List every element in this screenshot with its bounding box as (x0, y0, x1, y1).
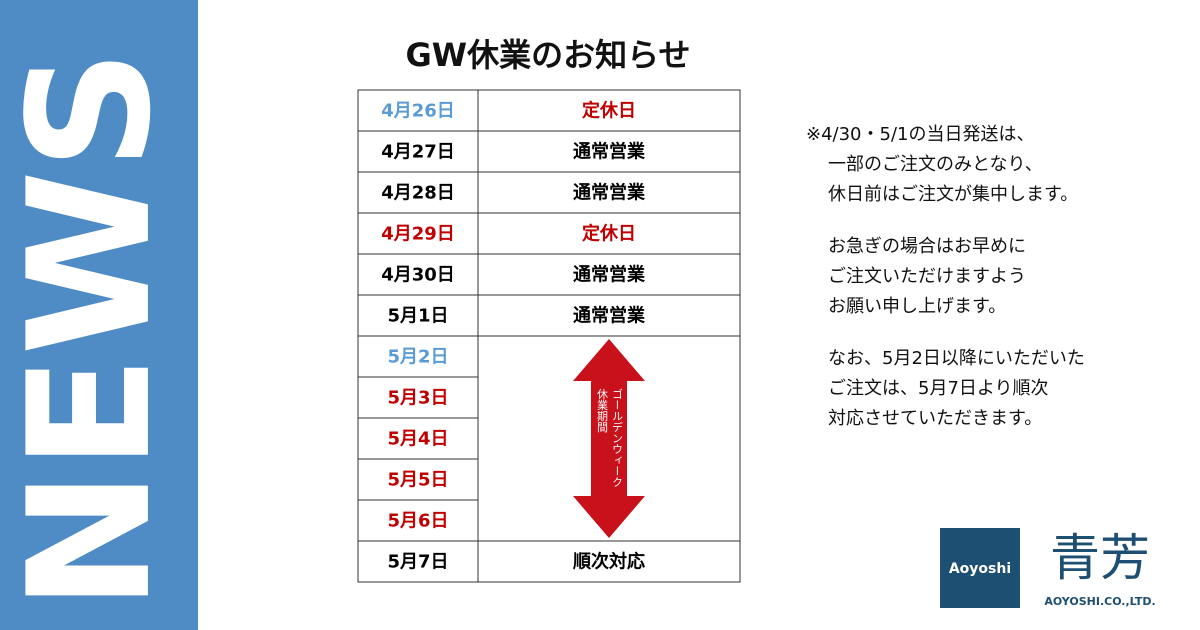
note-line: お急ぎの場合はお早めに (828, 236, 1026, 257)
note-line: 一部のご注文のみとなり、 (828, 154, 1043, 175)
date: 4月28日 (381, 183, 455, 204)
date: 5月2日 (387, 347, 448, 368)
note-line: 対応させていただきます。 (828, 408, 1042, 429)
date: 4月30日 (381, 265, 455, 286)
status: 通常営業 (573, 182, 646, 204)
date: 4月27日 (381, 142, 455, 163)
date: 5月1日 (387, 306, 448, 327)
holiday-label: 休業期間 (596, 388, 609, 433)
date: 5月3日 (387, 388, 448, 409)
date: 4月26日 (381, 101, 455, 122)
date: 5月5日 (387, 470, 448, 491)
status: 通常営業 (573, 141, 646, 163)
note-line: 休日前はご注文が集中します。 (828, 184, 1078, 205)
status: 順次対応 (573, 551, 645, 573)
status: 定休日 (582, 223, 636, 245)
sidebar (0, 0, 198, 630)
status: 通常営業 (573, 305, 646, 327)
date: 4月29日 (381, 224, 455, 245)
logo-badge-text: Aoyoshi (949, 561, 1011, 577)
date: 5月6日 (387, 511, 448, 532)
note-line: お願い申し上げます。 (828, 296, 1006, 317)
date: 5月4日 (387, 429, 448, 450)
logo-name: 青芳 (1050, 529, 1150, 587)
holiday-arrow (573, 339, 645, 538)
note-line: なお、5月2日以降にいただいた (828, 348, 1085, 369)
logo-badge (940, 528, 1020, 608)
title: GW休業のお知らせ (406, 36, 691, 74)
note-line: ご注文は、5月7日より順次 (828, 378, 1049, 399)
date: 5月7日 (387, 552, 448, 573)
logo-company: AOYOSHI.CO.,LTD. (1044, 595, 1155, 608)
holiday-label: ゴールデンウィーク (611, 387, 624, 487)
schedule-table: 4月26日 定休日4月27日 通常営業4月28日 通常営業4月29日 定休日4月30日通… (357, 89, 741, 583)
status: 定休日 (582, 100, 636, 122)
note-line: ※4/30・5/1の当日発送は、 (806, 124, 1034, 145)
holiday-cell (477, 335, 741, 542)
note: ※4/30・5/1の当日発送は、一部のご注文のみとなり、休日前はご注文が集中しま… (806, 124, 1085, 429)
status: 通常営業 (573, 264, 646, 286)
sidebar-text: NEWS (0, 49, 188, 611)
note-line: ご注文いただけますよう (828, 266, 1026, 287)
